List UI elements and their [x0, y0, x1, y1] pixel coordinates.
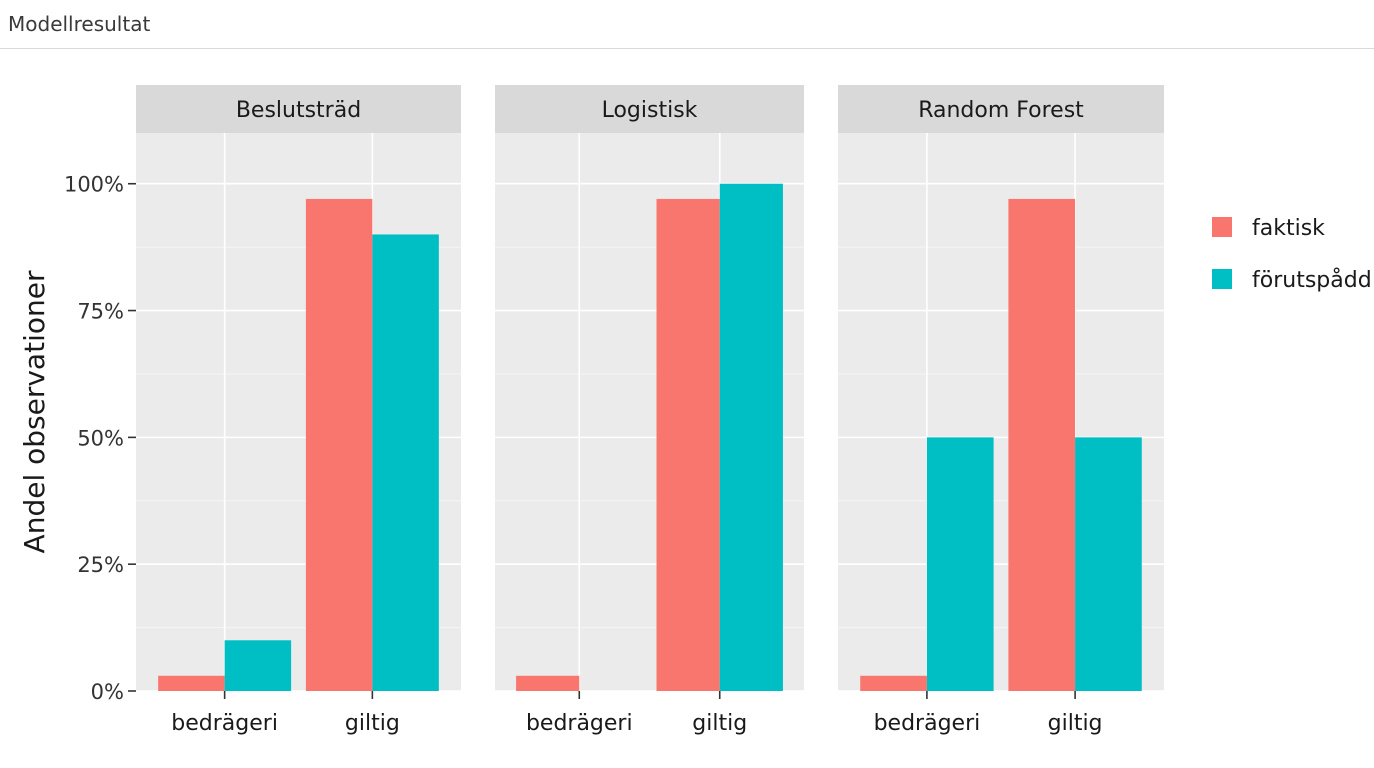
window-title: Modellresultat [8, 12, 151, 36]
x-tick-label: bedrägeri [171, 711, 278, 736]
facet-title: Beslutsträd [236, 98, 361, 123]
bar-faktisk-giltig [656, 198, 720, 692]
y-tick-label: 50% [77, 426, 124, 450]
bar-förutspådd-giltig [372, 234, 439, 692]
facet-title: Logistisk [602, 98, 698, 123]
bar-förutspådd-bedrägeri [926, 437, 994, 691]
bar-förutspådd-giltig [719, 183, 783, 691]
legend-key-förutspådd [1212, 269, 1232, 289]
window-header: Modellresultat [0, 0, 1374, 49]
bar-faktisk-bedrägeri [158, 675, 225, 691]
bar-förutspådd-giltig [1075, 437, 1142, 691]
y-tick-label: 25% [77, 553, 124, 577]
x-tick-label: giltig [692, 711, 747, 736]
bar-faktisk-bedrägeri [860, 675, 927, 691]
y-tick-label: 75% [77, 300, 124, 324]
x-tick-label: giltig [345, 711, 400, 736]
legend-label: faktisk [1252, 216, 1325, 241]
legend-label: förutspådd [1252, 267, 1372, 293]
x-tick-label: bedrägeri [526, 711, 633, 736]
facet-strip [838, 85, 1164, 133]
bar-faktisk-giltig [305, 198, 373, 692]
y-tick-label: 100% [64, 173, 124, 197]
bar-faktisk-bedrägeri [516, 675, 580, 691]
bar-förutspådd-bedrägeri [224, 640, 292, 691]
y-axis-title: Andel observationer [18, 270, 51, 553]
bar-faktisk-giltig [1008, 198, 1076, 692]
legend-key-faktisk [1212, 217, 1232, 237]
facet-strip [495, 85, 804, 133]
y-tick-label: 0% [91, 680, 124, 704]
facet-title: Random Forest [918, 98, 1084, 123]
x-tick-label: bedrägeri [874, 711, 981, 736]
x-tick-label: giltig [1048, 711, 1103, 736]
facet-strip [136, 85, 461, 133]
